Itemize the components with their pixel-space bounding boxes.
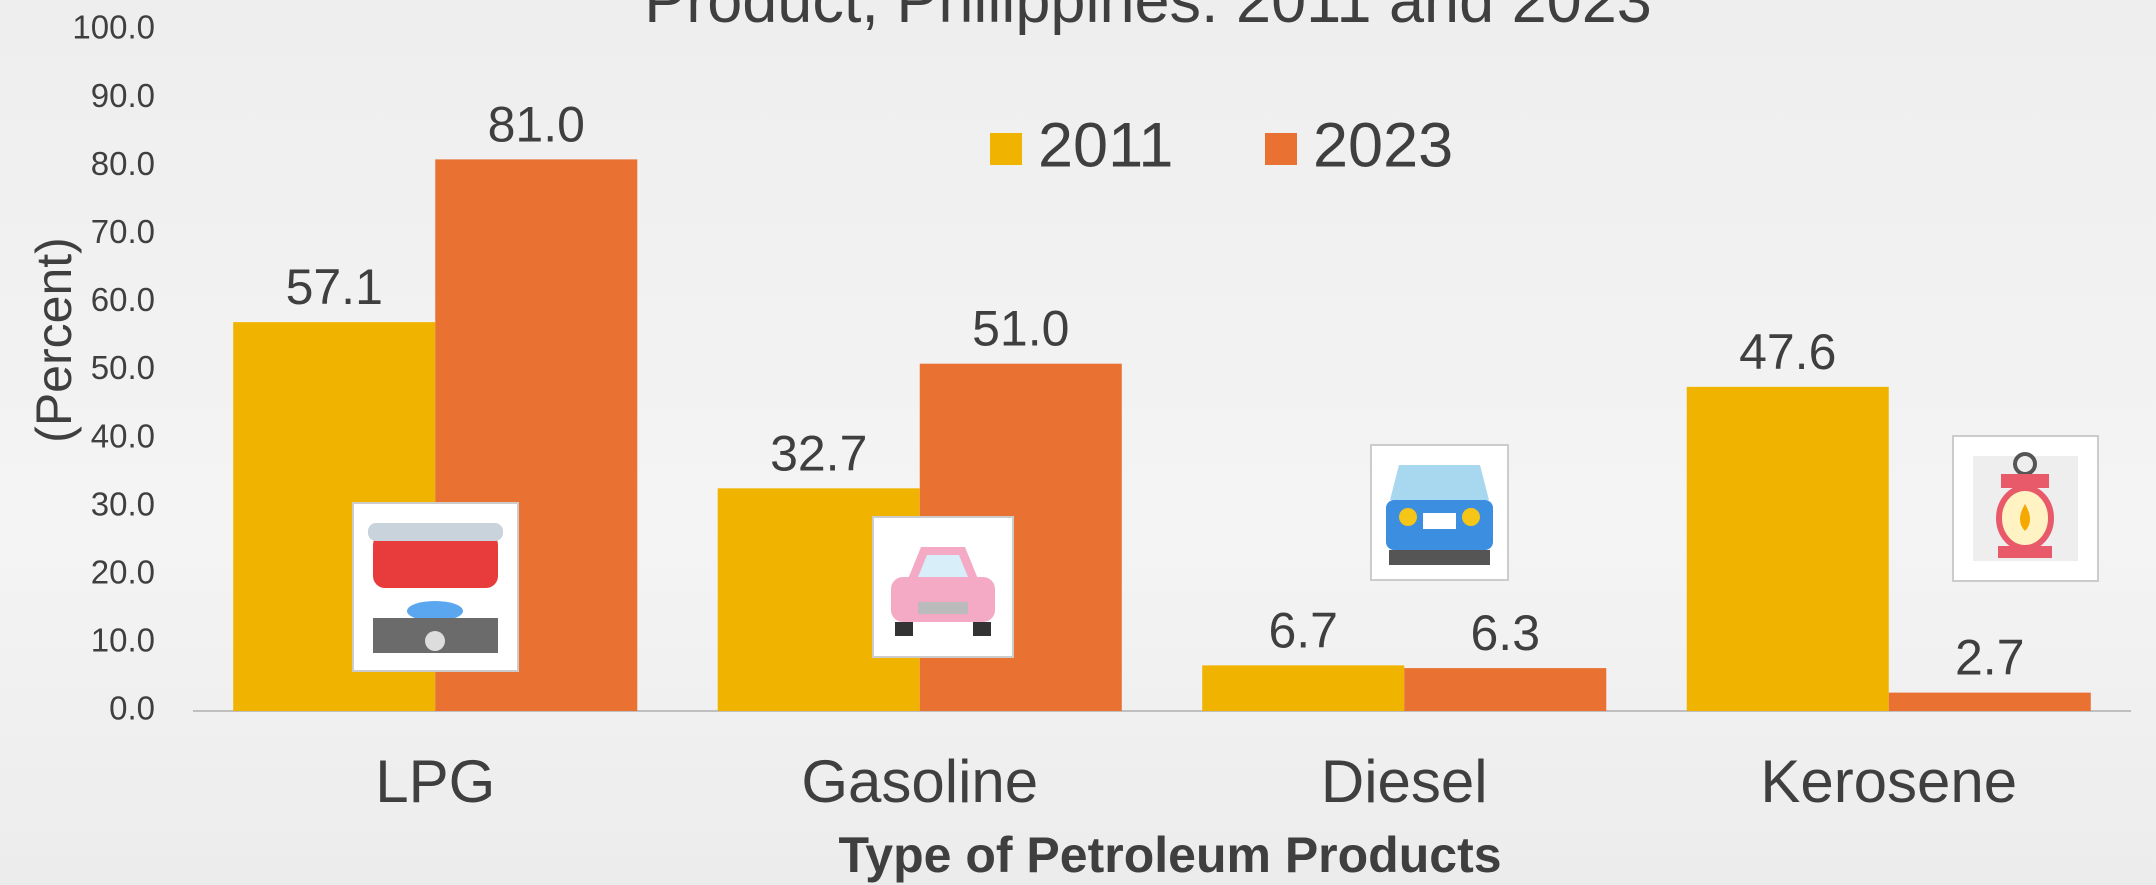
- legend-label: 2023: [1313, 111, 1453, 181]
- y-tick-label: 20.0: [91, 554, 155, 591]
- y-tick-label: 60.0: [91, 281, 155, 318]
- data-label: 81.0: [488, 96, 585, 152]
- bar: [1404, 668, 1606, 711]
- x-tick-label: Gasoline: [801, 748, 1038, 815]
- y-tick-label: 0.0: [109, 690, 155, 727]
- icon-truck: [1371, 445, 1508, 580]
- y-tick-label: 50.0: [91, 349, 155, 386]
- data-label: 51.0: [972, 301, 1069, 357]
- icon-lantern: [1953, 436, 2098, 581]
- plot: 0.0 10.0 20.0 30.0 40.0 50.0 60.0 70.0 80.0 90.0 1…: [72, 9, 2131, 815]
- y-tick-label: 40.0: [91, 417, 155, 454]
- y-tick-label: 70.0: [91, 213, 155, 250]
- icon-stove: [353, 503, 518, 671]
- y-axis-label: (Percent): [26, 237, 82, 443]
- x-tick-label: Diesel: [1321, 748, 1488, 815]
- y-tick-label: 90.0: [91, 77, 155, 114]
- x-tick-label: Kerosene: [1760, 748, 2017, 815]
- y-tick-label: 30.0: [91, 485, 155, 522]
- bar: [1202, 665, 1404, 711]
- x-axis-label: Type of Petroleum Products: [838, 827, 1501, 883]
- data-label: 57.1: [286, 259, 383, 315]
- data-label: 47.6: [1739, 324, 1836, 380]
- y-tick-label: 10.0: [91, 622, 155, 659]
- data-label: 2.7: [1955, 630, 2025, 686]
- legend-label: 2011: [1038, 111, 1173, 181]
- legend-swatch: [1265, 133, 1297, 165]
- legend-swatch: [990, 133, 1022, 165]
- chart-title: Product, Philippines: 2011 and 2023: [644, 0, 1652, 36]
- chart: Product, Philippines: 2011 and 2023 (Per…: [0, 0, 2156, 885]
- icon-car: [873, 517, 1013, 657]
- x-tick-label: LPG: [375, 748, 495, 815]
- data-label: 6.3: [1471, 605, 1541, 661]
- bar: [1889, 693, 2091, 711]
- y-tick-label: 100.0: [72, 9, 155, 46]
- bar: [1687, 387, 1889, 711]
- data-label: 32.7: [770, 425, 867, 481]
- data-label: 6.7: [1268, 602, 1338, 658]
- y-tick-label: 80.0: [91, 145, 155, 182]
